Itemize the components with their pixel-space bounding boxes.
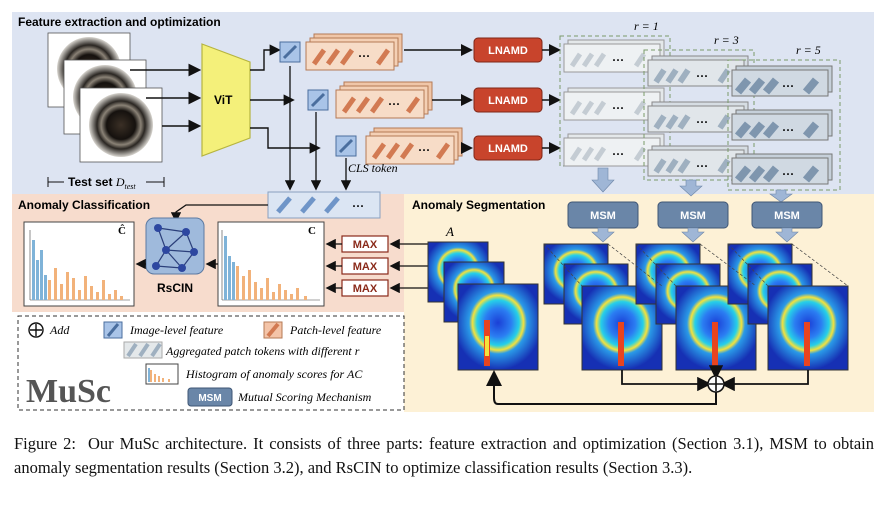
figure-caption: Figure 2: Our MuSc architecture. It consi…: [14, 432, 874, 480]
caption-label: Figure 2:: [14, 434, 76, 453]
legend-msm-badge: MSM: [198, 393, 221, 404]
vit-block: [201, 43, 251, 157]
classification-panel-title: Anomaly Classification: [18, 198, 150, 212]
r3-label: r = 3: [714, 33, 739, 47]
svg-text:LNAMD: LNAMD: [488, 95, 528, 107]
cls-token-row: ···: [267, 191, 381, 219]
cls-token-label: CLS token: [348, 161, 398, 175]
svg-text:···: ···: [612, 53, 624, 67]
svg-text:···: ···: [696, 69, 708, 83]
svg-text:···: ···: [612, 147, 624, 161]
vit-label: ViT: [214, 93, 233, 107]
a-label: A: [445, 224, 454, 239]
max-box-3: MAX: [341, 279, 389, 297]
legend-patch-feature: Patch-level feature: [289, 323, 382, 337]
brand-musc: MuSc: [26, 373, 111, 410]
histogram-c: C: [217, 221, 325, 307]
svg-text:···: ···: [696, 115, 708, 129]
rscin-label: RsCIN: [157, 281, 193, 295]
feature-row-3: ···: [335, 127, 463, 165]
svg-text:···: ···: [696, 159, 708, 173]
svg-text:MAX: MAX: [353, 283, 378, 295]
output-heatmaps: [427, 241, 539, 371]
svg-text:LNAMD: LNAMD: [488, 143, 528, 155]
svg-text:···: ···: [358, 49, 370, 63]
feature-row-2: ···: [307, 81, 433, 119]
svg-text:···: ···: [782, 167, 794, 181]
max-box-2: MAX: [341, 257, 389, 275]
lnamd-row-2: LNAMD: [473, 87, 543, 113]
svg-text:C: C: [308, 225, 316, 237]
lnamd-row-3: LNAMD: [473, 135, 543, 161]
svg-text:···: ···: [418, 143, 430, 157]
aggregated-stacks: ··· ··· ··· ··· ··· ··· ··· ···: [559, 35, 841, 191]
feature-row-1: ···: [279, 33, 403, 71]
svg-text:···: ···: [782, 79, 794, 93]
r1-label: r = 1: [634, 19, 659, 33]
feature-panel-title: Feature extraction and optimization: [18, 15, 221, 29]
max-box-1: MAX: [341, 235, 389, 253]
histogram-c-hat: Ĉ: [23, 221, 135, 307]
msm-heatmap-stacks: [543, 243, 849, 371]
svg-text:···: ···: [782, 123, 794, 137]
legend-image-feature: Image-level feature: [129, 323, 224, 337]
svg-text:LNAMD: LNAMD: [488, 45, 528, 57]
lnamd-row-1: LNAMD: [473, 37, 543, 63]
legend-histogram: Histogram of anomaly scores for AC: [185, 367, 363, 381]
svg-text:MSM: MSM: [680, 210, 706, 222]
architecture-figure: Feature extraction and optimization Anom…: [12, 12, 874, 412]
svg-text:MAX: MAX: [353, 239, 378, 251]
svg-text:···: ···: [612, 101, 624, 115]
svg-text:MAX: MAX: [353, 261, 378, 273]
segmentation-panel-title: Anomaly Segmentation: [412, 198, 545, 212]
svg-text:Ĉ: Ĉ: [118, 224, 126, 237]
svg-text:MSM: MSM: [590, 210, 616, 222]
svg-text:···: ···: [388, 97, 400, 111]
caption-text: Our MuSc architecture. It consists of th…: [14, 434, 875, 477]
r5-label: r = 5: [796, 43, 821, 57]
legend-add: Add: [49, 323, 70, 337]
test-set-label: Test set Dtest: [68, 175, 136, 191]
msm-box-3: MSM: [751, 201, 823, 229]
msm-box-1: MSM: [567, 201, 639, 229]
svg-text:MSM: MSM: [774, 210, 800, 222]
svg-text:···: ···: [352, 199, 364, 213]
legend-msm-desc: Mutual Scoring Mechanism: [237, 390, 372, 404]
msm-box-2: MSM: [657, 201, 729, 229]
rscin-block: [145, 217, 205, 275]
legend-aggregated: Aggregated patch tokens with different r: [165, 344, 360, 358]
